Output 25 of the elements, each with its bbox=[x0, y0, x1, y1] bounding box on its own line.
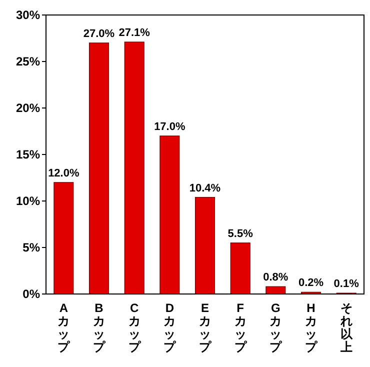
x-tick-label: Bカップ bbox=[93, 301, 106, 354]
x-tick-label: Gカップ bbox=[270, 301, 283, 354]
y-tick-label: 5% bbox=[22, 240, 40, 254]
data-label: 12.0% bbox=[48, 167, 80, 180]
x-tick-label: Aカップ bbox=[58, 301, 71, 354]
y-tick-label: 30% bbox=[16, 8, 40, 22]
data-label: 27.1% bbox=[118, 26, 150, 39]
y-tick-label: 15% bbox=[16, 148, 40, 162]
x-tick-label: Dカップ bbox=[164, 301, 177, 354]
x-tick-label: それ以上 bbox=[339, 301, 354, 354]
y-tick-label: 25% bbox=[16, 54, 40, 68]
y-tick-label: 10% bbox=[16, 194, 40, 208]
data-label: 10.4% bbox=[189, 182, 221, 194]
data-label: 0.8% bbox=[263, 272, 288, 284]
data-label: 0.2% bbox=[298, 277, 324, 290]
y-tick-label: 20% bbox=[16, 101, 40, 115]
data-label: 5.5% bbox=[228, 228, 254, 240]
x-tick-label: Hカップ bbox=[305, 301, 318, 354]
data-label: 0.1% bbox=[334, 278, 360, 290]
x-tick-label: Fカップ bbox=[234, 301, 248, 354]
x-tick-label: Cカップ bbox=[128, 301, 142, 354]
x-tick-label: Eカップ bbox=[199, 301, 212, 354]
y-tick-label: 0% bbox=[22, 287, 40, 301]
data-label: 17.0% bbox=[154, 120, 186, 133]
data-label: 27.0% bbox=[83, 28, 115, 40]
